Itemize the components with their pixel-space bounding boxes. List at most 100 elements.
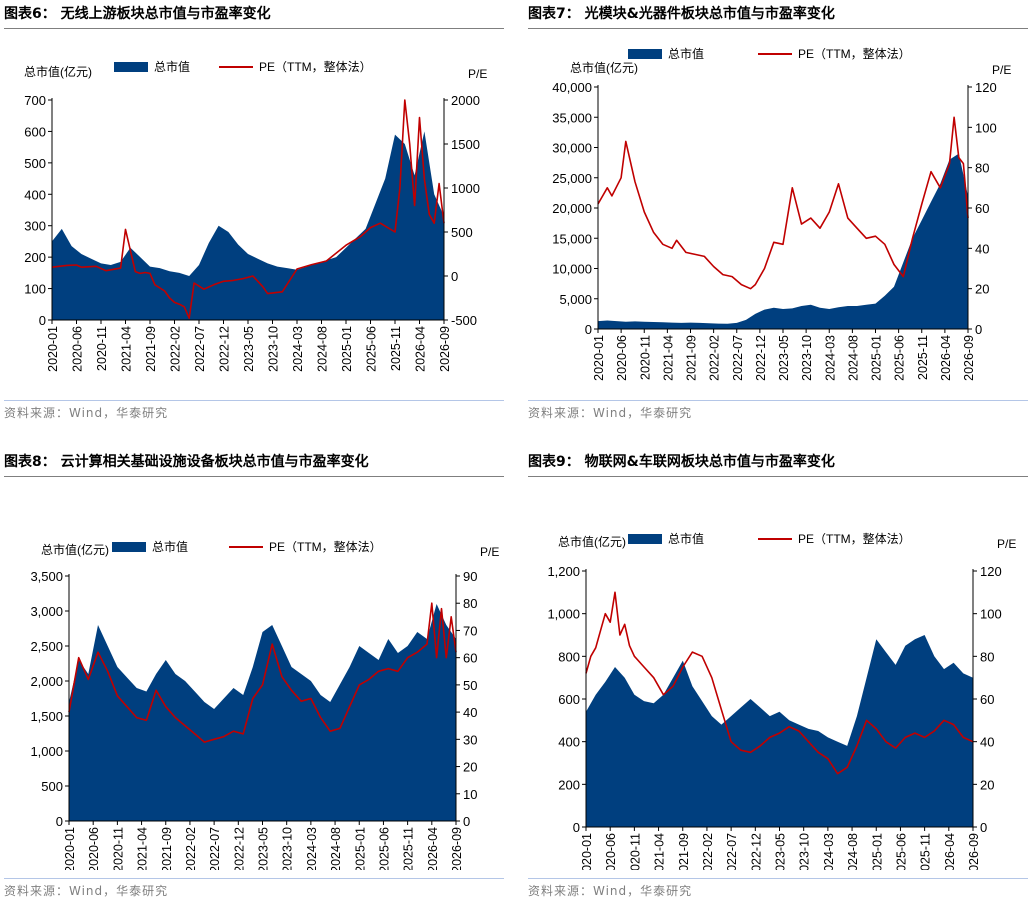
title-divider	[4, 476, 504, 477]
left-tick-label: 500	[24, 156, 46, 171]
legend-label-mcap: 总市值	[668, 46, 704, 61]
legend-swatch-mcap	[628, 49, 662, 59]
series-area-mcap	[586, 635, 973, 827]
right-tick-label: 10	[463, 787, 477, 802]
right-tick-label: 40	[463, 705, 477, 720]
left-tick-label: 10,000	[552, 262, 592, 277]
chart-panel-8: 总市值 PE（TTM，整体法）总市值(亿元) P/E05001,0001,5002,…	[30, 539, 499, 870]
left-tick-label: 300	[24, 219, 46, 234]
right-tick-label: 80	[980, 649, 994, 664]
chart-panel-9: 总市值 PE（TTM，整体法）总市值(亿元) P/E02004006008001,0…	[547, 531, 1016, 870]
x-tick-label: 2022-07	[208, 827, 222, 870]
x-tick-label: 2021-09	[160, 827, 174, 870]
series-line-pe	[597, 116, 969, 290]
right-tick-label: 20	[975, 282, 989, 297]
left-tick-label: 0	[39, 313, 46, 328]
left-tick-label: 600	[558, 692, 580, 707]
right-tick-label: 0	[980, 820, 987, 835]
x-tick-label: 2022-12	[749, 833, 763, 870]
x-tick-label: 2020-01	[580, 833, 594, 870]
left-tick-label: 700	[24, 93, 46, 108]
x-tick-label: 2025-11	[919, 833, 933, 870]
left-tick-label: 5,000	[559, 292, 592, 307]
x-tick-label: 2020-01	[592, 335, 606, 381]
right-tick-label: -500	[451, 313, 477, 328]
right-tick-label: 1500	[451, 137, 480, 152]
x-tick-label: 2025-06	[365, 326, 379, 372]
source-note: 资料来源：Wind，华泰研究	[4, 884, 169, 898]
right-tick-label: 2000	[451, 93, 480, 108]
x-tick-label: 2022-12	[232, 827, 246, 870]
left-tick-label: 35,000	[552, 110, 592, 125]
x-tick-label: 2025-06	[893, 335, 907, 381]
right-tick-label: 0	[975, 322, 982, 337]
x-tick-label: 2026-04	[414, 326, 428, 372]
x-tick-label: 2023-10	[800, 335, 814, 381]
x-tick-label: 2025-11	[916, 335, 930, 380]
source-divider	[4, 400, 504, 401]
right-tick-label: 90	[463, 569, 477, 584]
x-tick-label: 2026-09	[438, 326, 452, 372]
left-tick-label: 0	[585, 322, 592, 337]
left-axis-label: 总市值(亿元)	[570, 60, 638, 75]
x-tick-label: 2022-02	[701, 833, 715, 870]
legend: 总市值 PE（TTM，整体法）	[114, 59, 372, 74]
right-tick-label: 0	[463, 814, 470, 829]
right-tick-label: 1000	[451, 181, 480, 196]
x-tick-label: 2020-06	[604, 833, 618, 870]
title-divider	[528, 28, 1028, 29]
right-axis-label: P/E	[992, 63, 1011, 77]
left-tick-label: 100	[24, 282, 46, 297]
legend-label-pe: PE（TTM，整体法）	[259, 59, 372, 74]
x-tick-label: 2024-08	[329, 827, 343, 870]
legend-swatch-mcap	[114, 62, 148, 72]
x-tick-label: 2021-09	[144, 326, 158, 372]
left-tick-label: 2,500	[30, 639, 63, 654]
panel-title: 图表9： 物联网&车联网板块总市值与市盈率变化	[528, 454, 835, 470]
legend-swatch-mcap	[112, 542, 146, 552]
x-tick-label: 2020-06	[87, 827, 101, 870]
left-tick-label: 0	[56, 814, 63, 829]
right-axis-label: P/E	[997, 537, 1016, 551]
x-tick-label: 2024-03	[823, 335, 837, 381]
right-tick-label: 120	[975, 80, 997, 95]
x-tick-label: 2026-09	[450, 827, 464, 870]
left-axis-label: 总市值(亿元)	[558, 534, 626, 549]
series-area-mcap	[598, 153, 968, 329]
x-tick-label: 2022-02	[184, 827, 198, 870]
x-tick-label: 2021-04	[661, 335, 675, 381]
legend-label-mcap: 总市值	[668, 531, 704, 546]
x-tick-label: 2020-06	[71, 326, 85, 372]
x-tick-label: 2022-07	[731, 335, 745, 381]
x-tick-label: 2023-05	[257, 827, 271, 870]
x-tick-label: 2024-03	[291, 326, 305, 372]
series-line-pe	[68, 602, 457, 743]
title-divider	[4, 28, 504, 29]
left-tick-label: 3,500	[30, 569, 63, 584]
x-tick-label: 2022-02	[169, 326, 183, 372]
panel-title: 图表8： 云计算相关基础设施设备板块总市值与市盈率变化	[4, 454, 369, 470]
right-tick-label: 60	[975, 201, 989, 216]
x-tick-label: 2022-12	[218, 326, 232, 372]
x-tick-label: 2022-12	[754, 335, 768, 381]
right-tick-label: 500	[451, 225, 473, 240]
x-tick-label: 2026-09	[962, 335, 976, 381]
x-tick-label: 2020-06	[615, 335, 629, 381]
right-tick-label: 100	[975, 120, 997, 135]
left-tick-label: 500	[41, 779, 63, 794]
x-tick-label: 2026-09	[967, 833, 981, 870]
right-tick-label: 40	[975, 241, 989, 256]
chart-panel-6: 总市值 PE（TTM，整体法） 总市值(亿元) P/E 0 100 200 300 400 500…	[24, 59, 487, 372]
left-tick-label: 40,000	[552, 80, 592, 95]
x-tick-label: 2023-05	[777, 335, 791, 381]
legend: 总市值 PE（TTM，整体法）	[628, 46, 911, 61]
x-tick-label: 2024-03	[822, 833, 836, 870]
right-axis-label: P/E	[480, 545, 499, 559]
left-tick-label: 2,000	[30, 674, 63, 689]
x-tick-label: 2023-05	[774, 833, 788, 870]
right-tick-label: 100	[980, 607, 1002, 622]
x-tick-label: 2023-10	[798, 833, 812, 870]
source-note: 资料来源：Wind，华泰研究	[528, 406, 693, 420]
x-tick-label: 2024-08	[846, 335, 860, 381]
x-tick-label: 2025-01	[340, 326, 354, 372]
